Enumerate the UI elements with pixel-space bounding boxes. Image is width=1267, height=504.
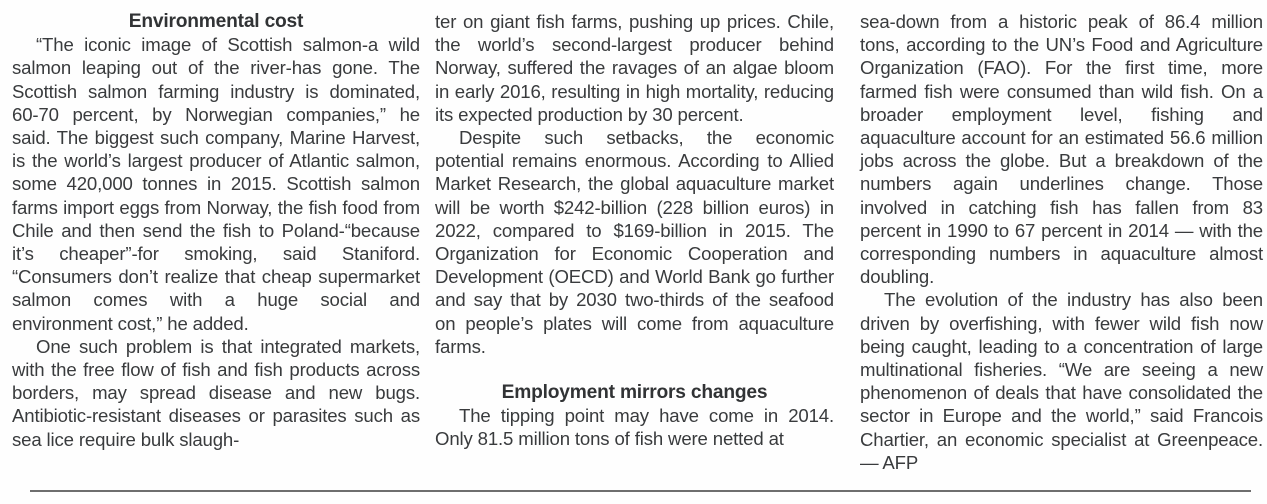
article-column-3: sea-down from a historic peak of 86.4 mi…	[860, 10, 1263, 474]
paragraph-scottish-salmon: “The iconic image of Scottish salmon-a w…	[12, 34, 420, 334]
bottom-divider-rule	[30, 490, 1251, 492]
environmental-cost-heading: Environmental cost	[128, 11, 304, 32]
paragraph-integrated-markets: One such problem is that integrated mark…	[12, 335, 420, 450]
paragraph-historic-peak: sea-down from a historic peak of 86.4 mi…	[860, 11, 1263, 288]
article-column-2: ter on giant fish farms, pushing up pric…	[435, 10, 834, 474]
paragraph-giant-fish-farms: ter on giant fish farms, pushing up pric…	[435, 11, 834, 125]
employment-mirrors-changes-heading: Employment mirrors changes	[501, 382, 768, 404]
paragraph-economic-potential: Despite such setbacks, the economic pote…	[435, 127, 834, 357]
paragraph-industry-evolution: The evolution of the industry has also b…	[860, 289, 1263, 473]
article-column-1: Environmental cost “The iconic image of …	[12, 10, 420, 474]
paragraph-tipping-point: The tipping point may have come in 2014.…	[435, 405, 834, 450]
article-columns: Environmental cost “The iconic image of …	[12, 10, 1263, 474]
